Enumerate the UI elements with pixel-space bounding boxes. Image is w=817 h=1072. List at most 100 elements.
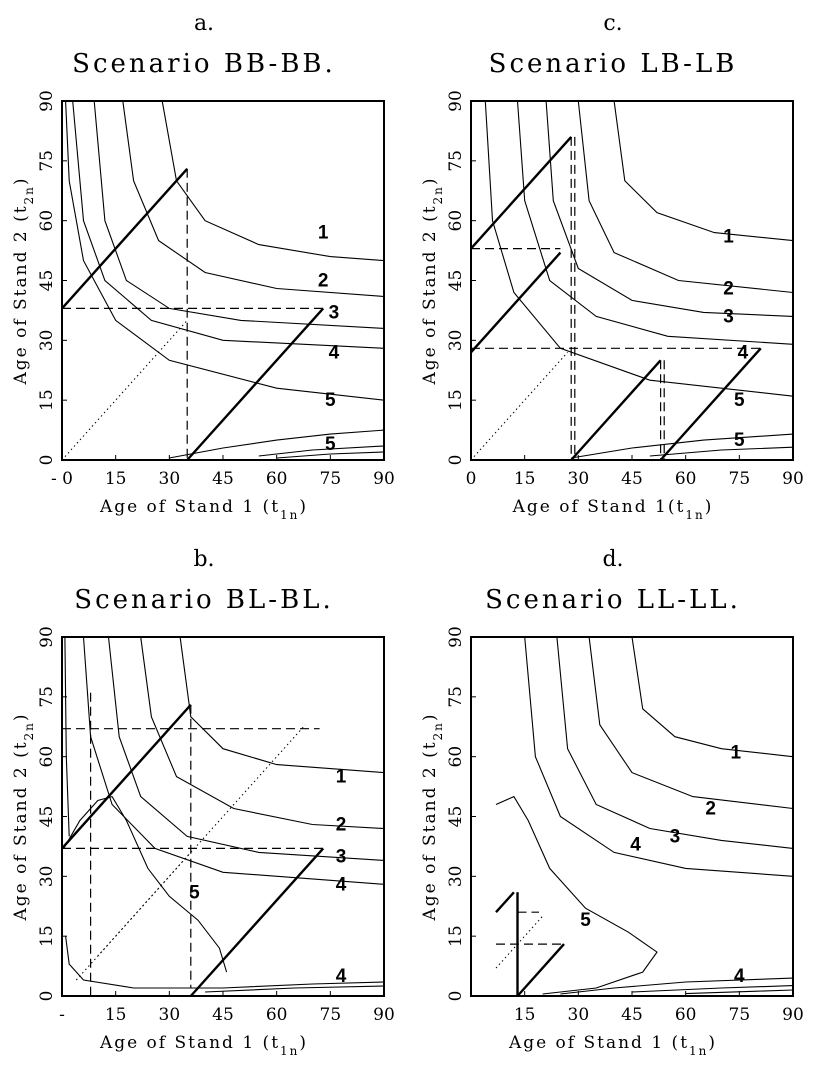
- contour-label: 3: [329, 302, 340, 323]
- x-tick-label: 90: [782, 1005, 804, 1025]
- dotted-path: [75, 852, 192, 981]
- y-tick-label: 45: [446, 806, 466, 828]
- x-tick-label: 60: [675, 1005, 697, 1025]
- x-tick-label: 45: [621, 469, 643, 489]
- contour-label: 5: [734, 430, 745, 451]
- x-axis-label-sub: 1n: [685, 508, 704, 522]
- x-tick-label: 30: [159, 469, 181, 489]
- x-tick-label: 30: [568, 469, 590, 489]
- contour-line-3: [556, 636, 794, 849]
- x-axis-label-text: Age of Stand 1(t: [512, 497, 686, 517]
- y-axis-label: Age of Stand 2 (t2n): [11, 176, 36, 385]
- contour-line-5: [484, 100, 794, 397]
- x-tick-label: 90: [782, 469, 804, 489]
- solid-path: [61, 167, 189, 310]
- x-axis-label-text: Age of Stand 1 (t: [99, 1033, 280, 1053]
- x-tick-label: 30: [159, 1005, 181, 1025]
- x-tick-label: 45: [212, 1005, 234, 1025]
- solid-path: [186, 307, 325, 461]
- x-tick-label: 45: [212, 469, 234, 489]
- y-tick-label: 75: [37, 150, 57, 172]
- x-tick-label: 15: [514, 1005, 536, 1025]
- y-tick-label: 90: [446, 90, 466, 112]
- x-tick-label: 60: [266, 1005, 288, 1025]
- x-tick-label: 75: [729, 1005, 751, 1025]
- y-axis-label-text: Age of Stand 2 (t: [11, 204, 31, 385]
- contour-label: 2: [723, 278, 734, 299]
- contour-label: 5: [580, 910, 591, 931]
- dotted-path: [97, 724, 306, 957]
- contour-line-unlabeled: [64, 636, 70, 837]
- y-axis-label: Age of Stand 2 (t2n): [420, 176, 445, 385]
- y-tick-label: 30: [446, 330, 466, 352]
- y-tick-label: 0: [446, 455, 466, 466]
- contour-label: 5: [325, 390, 336, 411]
- panel-letter: b.: [193, 547, 214, 572]
- contour-line-3: [107, 636, 385, 861]
- y-tick-label: 30: [37, 866, 57, 888]
- contour-line-3: [93, 100, 385, 329]
- x-axis-label-sub: 1n: [280, 1044, 299, 1058]
- dotted-path: [470, 351, 568, 461]
- y-tick-label: 0: [37, 991, 57, 1002]
- contour-line-3: [545, 100, 794, 317]
- chart-title: Scenario BB-BB.: [72, 49, 336, 79]
- contour-line-5: [495, 795, 658, 995]
- contour-line-2: [577, 100, 794, 294]
- x-axis-label: Age of Stand 1 (t1n): [99, 1033, 308, 1058]
- x-tick-label: 90: [373, 469, 395, 489]
- y-axis-label-sub: 2n: [431, 185, 445, 204]
- solid-path: [659, 347, 762, 461]
- y-tick-label: 90: [37, 90, 57, 112]
- x-axis-label: Age of Stand 1 (t1n): [99, 497, 308, 522]
- chart-panel-a: a. Scenario BB-BB. 1 2 3 4 5 5- 0 15 30 45 60 75 90 0 1…: [0, 0, 408, 536]
- x-tick-label: 75: [320, 469, 342, 489]
- chart-title: Scenario LB-LB: [489, 49, 738, 79]
- y-tick-label: 75: [37, 686, 57, 708]
- y-axis-label: Age of Stand 2 (t2n): [11, 712, 36, 921]
- contour-label: 2: [318, 271, 329, 292]
- y-tick-label: 60: [446, 210, 466, 232]
- panel-letter: d.: [602, 547, 623, 572]
- contour-label: 5: [189, 882, 200, 903]
- y-axis-label-close: ): [11, 712, 31, 721]
- contour-label: 5: [734, 390, 745, 411]
- x-axis-label-close: ): [708, 1033, 717, 1053]
- contour-label: 3: [723, 306, 734, 327]
- x-tick-label: 60: [266, 469, 288, 489]
- y-axis-label-text: Age of Stand 2 (t: [11, 740, 31, 921]
- contour-line-unlabeled: [631, 985, 794, 993]
- contour-line-5: [63, 795, 228, 973]
- x-axis-label: Age of Stand 1(t1n): [512, 497, 714, 522]
- chart-panel-d: d. Scenario LL-LL. 1 2 3 4 5 4 15 30 45 60 75 90 0 15 30…: [409, 536, 817, 1072]
- x-tick-label: 75: [729, 469, 751, 489]
- y-axis-label-sub: 2n: [22, 185, 36, 204]
- contour-label: 2: [705, 799, 716, 820]
- y-tick-label: 75: [446, 686, 466, 708]
- contour-line-4: [524, 636, 794, 877]
- x-tick-label: 90: [373, 1005, 395, 1025]
- solid-path: [61, 703, 192, 850]
- x-tick-label: -: [59, 1005, 65, 1025]
- y-tick-label: 15: [37, 389, 57, 411]
- contour-line-2: [588, 636, 794, 810]
- x-tick-label: 15: [105, 1005, 127, 1025]
- contour-line-unlabeled: [649, 446, 794, 457]
- y-tick-label: 45: [446, 270, 466, 292]
- contour-line-4: [82, 636, 385, 885]
- x-tick-label: 0: [466, 469, 477, 489]
- contour-line-1: [179, 636, 385, 774]
- y-tick-label: 0: [446, 991, 466, 1002]
- y-axis-label-close: ): [420, 712, 440, 721]
- y-tick-label: 0: [37, 455, 57, 466]
- contour-label: 5: [325, 434, 336, 455]
- solid-path: [470, 251, 562, 354]
- y-tick-label: 15: [37, 925, 57, 947]
- contour-label: 3: [670, 826, 681, 847]
- panel-letter: c.: [603, 11, 622, 36]
- contour-line-4: [560, 977, 794, 995]
- contour-label: 1: [730, 743, 741, 764]
